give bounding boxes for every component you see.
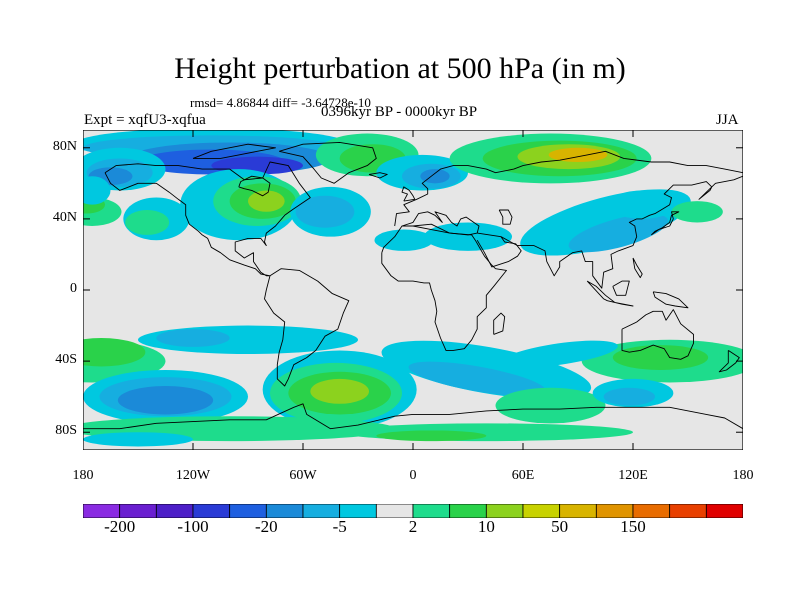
colorbar-swatch xyxy=(192,504,231,518)
contour-region xyxy=(374,229,434,251)
contour-region xyxy=(310,378,369,404)
axis-ticks xyxy=(83,130,743,450)
colorbar-swatch xyxy=(412,504,451,518)
coast-australia xyxy=(621,309,694,360)
contour-region xyxy=(568,213,669,253)
coast-arabia xyxy=(476,232,522,268)
contour-region xyxy=(420,169,450,184)
lon-tick-label: 60W xyxy=(289,468,317,483)
lon-tick-label: 60E xyxy=(511,468,535,483)
contour-fields xyxy=(83,130,743,447)
contour-region xyxy=(83,432,193,447)
coast-caspian xyxy=(498,209,513,225)
contour-region xyxy=(603,387,655,406)
contour-region xyxy=(548,147,608,162)
contour-region xyxy=(671,201,723,223)
lat-tick-label: 80N xyxy=(52,138,77,154)
contour-region xyxy=(295,195,355,228)
colorbar-swatch xyxy=(375,504,414,518)
coastlines xyxy=(83,141,743,430)
coast-borneo xyxy=(612,280,630,296)
colorbar-swatch xyxy=(632,504,671,518)
experiment-label: Expt = xqfU3-xqfua xyxy=(84,112,206,128)
colorbar-swatch xyxy=(669,504,707,518)
colorbar-swatch xyxy=(705,504,743,518)
coast-uk xyxy=(401,186,416,202)
lon-tick-label: 180 xyxy=(732,468,754,483)
contour-region xyxy=(248,190,285,212)
colorbar xyxy=(83,504,743,518)
coast-new-guinea xyxy=(652,291,689,309)
colorbar-swatch xyxy=(559,504,597,518)
colorbar-label: -200 xyxy=(104,517,136,536)
contour-region xyxy=(612,345,709,370)
coast-madagascar xyxy=(493,312,506,335)
coast-south-america xyxy=(264,268,350,387)
colorbar-swatch xyxy=(155,504,194,518)
contour-region xyxy=(495,387,606,424)
contour-region xyxy=(408,361,546,397)
coast-europe xyxy=(394,150,743,227)
coast-asia-south xyxy=(500,175,743,289)
contour-region xyxy=(156,329,230,347)
lon-tick-label: 0 xyxy=(409,468,417,483)
lat-tick-label: 0 xyxy=(70,281,77,296)
contour-region xyxy=(117,386,214,415)
coast-indonesia xyxy=(586,280,634,307)
contour-region xyxy=(125,210,170,235)
colorbar-swatch xyxy=(339,504,377,518)
colorbar-swatch xyxy=(595,504,634,518)
colorbar-swatch xyxy=(229,504,267,518)
lon-tick-label: 180 xyxy=(72,468,94,483)
coast-new-zealand xyxy=(718,350,740,373)
contour-region xyxy=(376,430,487,442)
contour-region xyxy=(83,338,146,367)
coast-japan xyxy=(650,211,680,236)
contour-map xyxy=(83,130,743,450)
season-label: JJA xyxy=(716,112,739,128)
colorbar-label: -100 xyxy=(177,517,209,536)
contour-region xyxy=(83,176,111,205)
coast-philippines xyxy=(632,257,643,279)
coast-arctic-islands xyxy=(192,143,276,159)
lon-tick-label: 120E xyxy=(618,468,648,483)
colorbar-swatch xyxy=(265,504,304,518)
lat-tick-label: 40S xyxy=(55,352,77,368)
colorbar-label: 50 xyxy=(551,517,569,536)
colorbar-swatch xyxy=(522,504,561,518)
coast-greenland xyxy=(279,141,377,184)
colorbar-swatch xyxy=(119,504,157,518)
colorbar-label: 2 xyxy=(408,517,418,536)
stats-label: rmsd= 4.86844 diff= -3.64728e-10 xyxy=(190,95,371,110)
colorbar-swatch xyxy=(83,504,121,518)
coast-antarctica xyxy=(83,403,743,430)
colorbar-swatch xyxy=(302,504,341,518)
colorbar-label: 10 xyxy=(477,517,495,536)
lat-tick-label: 80S xyxy=(55,423,77,439)
contour-region xyxy=(501,340,618,368)
colorbar-swatch xyxy=(449,504,487,518)
period-label: 0396kyr BP - 0000kyr BP xyxy=(321,104,478,120)
lat-tick-label: 40N xyxy=(52,209,77,225)
map-title: Height perturbation at 500 hPa (in m) xyxy=(174,52,626,85)
coast-africa xyxy=(381,223,507,351)
colorbar-label: -20 xyxy=(254,517,278,536)
contour-region xyxy=(339,423,633,442)
colorbar-label: 150 xyxy=(620,517,646,536)
lon-tick-label: 120W xyxy=(175,468,211,483)
colorbar-label: -5 xyxy=(332,517,347,536)
coast-hudson-bay xyxy=(238,175,271,197)
colorbar-swatch xyxy=(485,504,524,518)
coast-iceland xyxy=(368,172,388,179)
contour-region xyxy=(424,222,512,251)
